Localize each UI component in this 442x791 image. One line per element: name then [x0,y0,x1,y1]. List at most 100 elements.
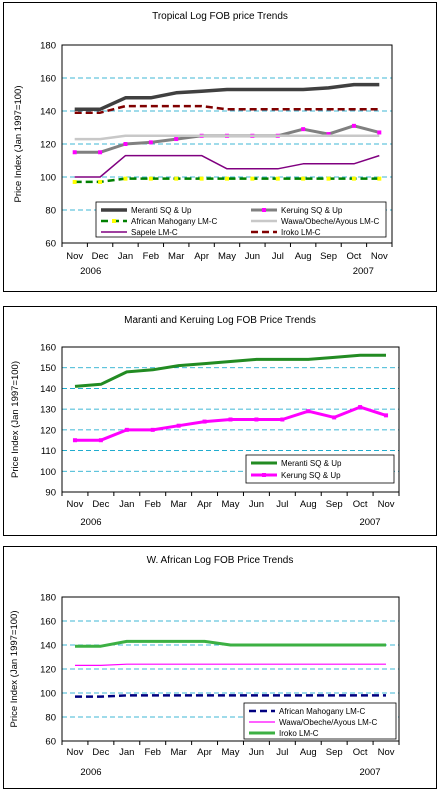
data-point [98,150,103,155]
data-point [377,176,382,181]
y-axis-title: Price Index (Jan 1997=100) [13,86,24,203]
y-tick-label: 90 [45,488,56,499]
x-tick-label: Aug [300,747,317,758]
x-tick-label: May [218,251,236,262]
x-tick-label: Jan [119,499,134,510]
x-tick-label: Mar [170,499,186,510]
data-point [351,176,356,181]
y-tick-label: 120 [40,425,56,436]
data-point [72,438,77,443]
legend-marker [112,219,116,223]
data-point [148,140,153,145]
year-label: 2006 [80,266,101,277]
y-tick-label: 100 [40,467,56,478]
x-tick-label: Jul [276,747,288,758]
y-tick-label: 160 [40,74,56,85]
series-line-1 [75,405,387,442]
chart-title: Maranti and Keruing Log FOB Price Trends [124,315,316,326]
y-axis-title: Price Index (Jan 1997=100) [10,361,21,478]
chart-panel-tropical: Tropical Log FOB price Trends 60 80 100 120… [3,2,437,292]
data-point [98,438,103,443]
y-tick-label: 130 [40,405,56,416]
data-point [326,132,331,137]
series-line-2 [75,639,386,648]
data-point [301,127,306,132]
year-label: 2006 [80,767,101,778]
x-tick-label: Sep [320,251,337,262]
chart-svg-west-african: 60 80 100 120 140 160 180 Nov Dec Jan Feb Mar Apr May… [9,593,400,778]
y-tick-label: 80 [45,713,56,724]
plot-area [61,596,400,742]
data-point [72,179,77,184]
x-tick-label: Jun [249,747,264,758]
x-tick-label: Oct [347,251,362,262]
data-point [123,142,128,146]
y-tick-label: 140 [40,641,56,652]
x-tick-label: Feb [143,251,159,262]
x-tick-label: Mar [168,251,184,262]
x-tick-label: Jun [249,499,264,510]
data-point [124,427,129,432]
data-point [148,176,153,181]
legend-marker [262,208,266,212]
data-point [202,419,207,424]
x-tick-label: Sep [326,747,343,758]
y-tick-label: 80 [45,206,56,217]
data-point [199,176,204,181]
data-point [150,427,155,432]
y-tick-label: 100 [40,173,56,184]
data-point [384,413,389,418]
x-tick-label: May [222,499,240,510]
legend-label: Iroko LM-C [281,228,321,237]
y-tick-label: 140 [40,384,56,395]
data-point [225,176,229,181]
series-line-0 [75,694,386,698]
data-point [301,176,306,181]
data-point [358,405,363,410]
data-point [123,176,128,181]
x-tick-label: Dec [92,747,109,758]
legend-label: Keruing SQ & Up [281,206,343,215]
y-tick-label: 150 [40,363,56,374]
legend-label: Sapele LM-C [131,228,178,237]
data-point [351,123,356,128]
data-point [377,130,382,135]
series-line-3 [74,134,380,141]
data-point [174,137,179,142]
year-label: 2007 [359,517,380,528]
chart-title: W. African Log FOB Price Trends [146,555,294,566]
y-tick-label: 120 [40,140,56,151]
legend-label: Kerung SQ & Up [281,471,341,480]
x-tick-label: Dec [92,251,109,262]
x-tick-label: Aug [300,499,317,510]
x-tick-label: Jul [272,251,284,262]
legend-box [245,454,395,484]
data-point [72,150,77,155]
x-tick-label: Jul [276,499,288,510]
x-tick-label: Dec [92,499,109,510]
year-label: 2007 [359,767,380,778]
x-tick-label: Apr [194,251,209,262]
series-line-5 [74,104,380,114]
y-tick-label: 180 [40,41,56,52]
data-point [306,409,311,414]
data-point [250,176,255,181]
legend-label: Meranti SQ & Up [281,459,342,468]
y-tick-label: 60 [45,239,56,250]
legend-label: Meranti SQ & Up [131,206,192,215]
plot-area [61,44,393,244]
legend-label: Wawa/Obeche/Ayous LM-C [279,718,377,727]
x-tick-label: Feb [145,499,161,510]
data-point [326,176,331,181]
x-tick-label: Nov [67,499,84,510]
legend-label: Wawa/Obeche/Ayous LM-C [281,217,379,226]
legend-marker [262,473,266,477]
data-point [280,417,285,422]
x-tick-label: Mar [170,747,186,758]
y-tick-label: 120 [40,665,56,676]
x-tick-label: May [222,747,240,758]
x-tick-label: Feb [145,747,161,758]
series-line-0 [74,82,380,112]
y-tick-label: 180 [40,593,56,604]
legend-box [95,201,387,238]
